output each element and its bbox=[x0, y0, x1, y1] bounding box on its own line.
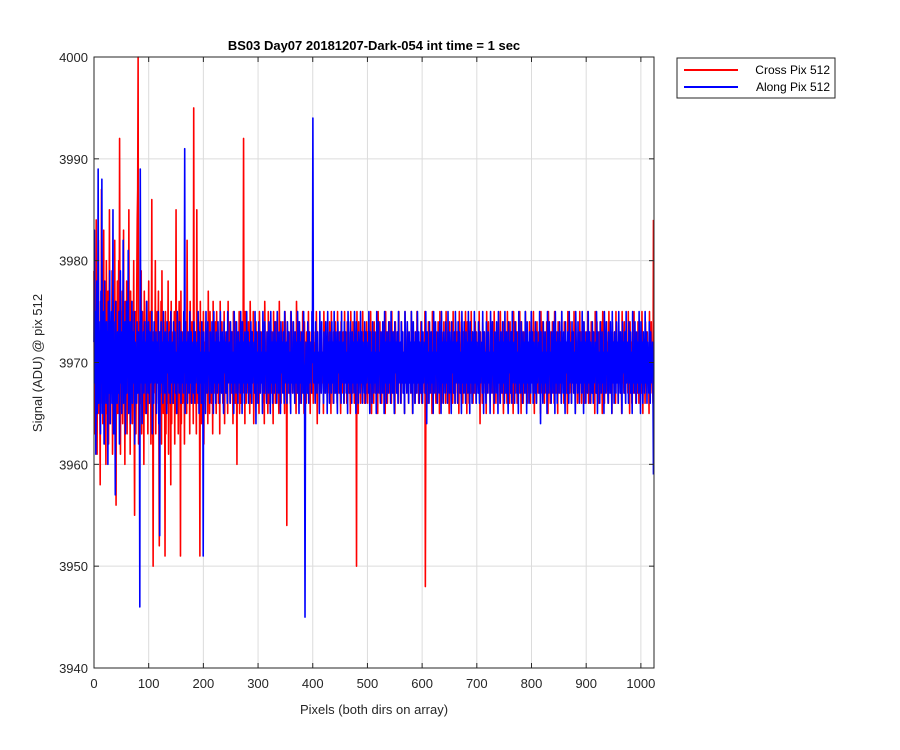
x-tick-label: 800 bbox=[521, 676, 543, 691]
x-tick-label: 100 bbox=[138, 676, 160, 691]
x-tick-label: 200 bbox=[193, 676, 215, 691]
x-tick-label: 400 bbox=[302, 676, 324, 691]
axis-ticks: 0 100 200 300 400 500 600 700 800 900 1000 3940 3950… bbox=[59, 50, 655, 691]
legend-label-along: Along Pix 512 bbox=[756, 80, 830, 94]
x-tick-label: 500 bbox=[357, 676, 379, 691]
legend-box bbox=[676, 57, 836, 99]
y-tick-label: 4000 bbox=[59, 50, 88, 65]
y-tick-label: 3950 bbox=[59, 559, 88, 574]
legend: Cross Pix 512 Along Pix 512 bbox=[676, 57, 836, 99]
x-tick-label: 0 bbox=[90, 676, 97, 691]
y-tick-label: 3980 bbox=[59, 254, 88, 269]
x-tick-label: 700 bbox=[466, 676, 488, 691]
series-line-along-pix bbox=[93, 117, 655, 618]
plot-lines bbox=[93, 56, 655, 618]
x-tick-label: 300 bbox=[247, 676, 269, 691]
legend-label-cross: Cross Pix 512 bbox=[755, 63, 830, 77]
y-tick-label: 3970 bbox=[59, 356, 88, 371]
y-tick-label: 3940 bbox=[59, 661, 88, 676]
y-axis-label: Signal (ADU) @ pix 512 bbox=[30, 294, 45, 432]
y-tick-label: 3990 bbox=[59, 152, 88, 167]
x-tick-label: 600 bbox=[411, 676, 433, 691]
x-axis-label: Pixels (both dirs on array) bbox=[300, 702, 448, 717]
y-tick-label: 3960 bbox=[59, 457, 88, 472]
x-tick-label: 900 bbox=[575, 676, 597, 691]
x-tick-label: 1000 bbox=[626, 676, 655, 691]
chart-title: BS03 Day07 20181207-Dark-054 int time = … bbox=[228, 38, 520, 53]
